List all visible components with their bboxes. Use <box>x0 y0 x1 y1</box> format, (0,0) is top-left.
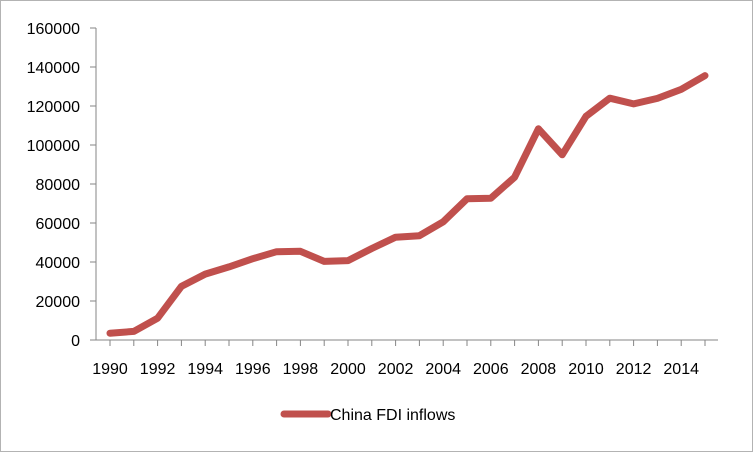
x-tick-label: 2014 <box>663 361 699 378</box>
x-tick-label: 1998 <box>283 361 319 378</box>
x-tick-label: 1990 <box>92 361 128 378</box>
y-tick-label: 0 <box>71 333 80 350</box>
x-tick-label: 2006 <box>473 361 509 378</box>
y-tick-label: 80000 <box>36 177 81 194</box>
series-lines <box>106 72 709 337</box>
y-tick-label: 60000 <box>36 216 81 233</box>
x-axis: 1990 1992 1994 1996 1998 2000 2002 2004 2006 2008… <box>92 339 718 378</box>
y-tick-label: 100000 <box>27 138 80 155</box>
x-tick-label: 2002 <box>378 361 414 378</box>
x-tick-label: 2012 <box>616 361 652 378</box>
y-tick-label: 120000 <box>27 99 80 116</box>
y-tick-label: 40000 <box>36 255 81 272</box>
x-tick-label: 1994 <box>187 361 223 378</box>
x-tick-label: 1992 <box>140 361 176 378</box>
x-tick-label: 2000 <box>330 361 366 378</box>
legend: China FDI inflows <box>280 407 455 424</box>
series-line-0 <box>106 72 709 337</box>
y-tick-label: 160000 <box>27 21 80 38</box>
y-tick-label: 20000 <box>36 294 81 311</box>
y-tick-label: 140000 <box>27 60 80 77</box>
x-tick-label: 2010 <box>568 361 604 378</box>
x-tick-label: 2008 <box>521 361 557 378</box>
x-tick-label: 2004 <box>425 361 461 378</box>
legend-label: China FDI inflows <box>330 407 455 424</box>
x-tick-label: 1996 <box>235 361 271 378</box>
y-axis: 0 20000 40000 60000 80000 100000 120000 140000 1… <box>27 21 97 350</box>
